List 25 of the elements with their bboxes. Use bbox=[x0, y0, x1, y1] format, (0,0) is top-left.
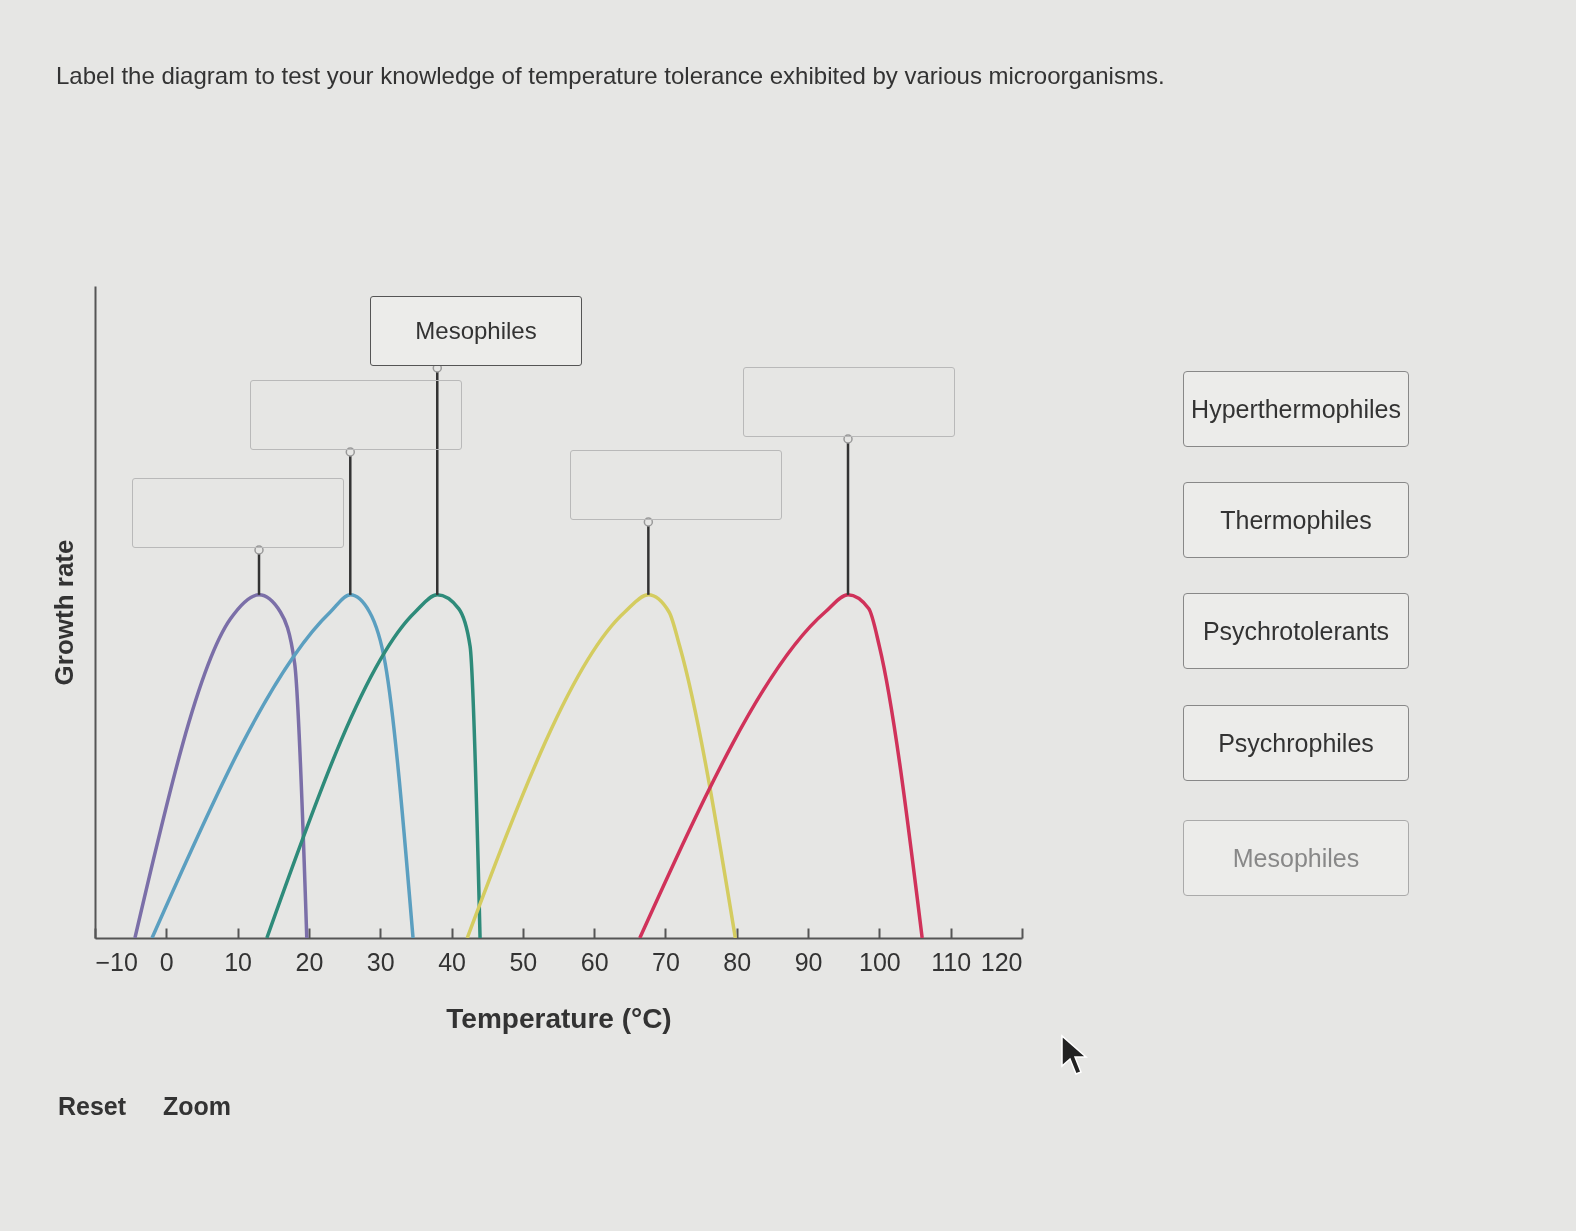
chart-title: Label the diagram to test your knowledge of temperature tolerance exhibited by various microorganisms. bbox=[56, 62, 1165, 90]
x-tick-label: 20 bbox=[295, 947, 324, 976]
x-tick-label: 60 bbox=[580, 947, 609, 976]
text: Psychrophiles bbox=[1183, 705, 1409, 781]
x-tick-label: 0 bbox=[159, 947, 174, 976]
label-box: Mesophiles bbox=[370, 296, 582, 366]
x-tick-label: 120 bbox=[980, 947, 1023, 976]
text: Mesophiles bbox=[1183, 820, 1409, 896]
x-tick-label: 50 bbox=[509, 947, 538, 976]
x-tick-label: 100 bbox=[859, 947, 901, 976]
x-tick-label: 90 bbox=[794, 947, 823, 976]
x-axis-title: Temperature (°C) bbox=[446, 1002, 672, 1034]
x-tick-label: 80 bbox=[723, 947, 752, 976]
text: Zoom bbox=[163, 1092, 232, 1121]
x-tick-label: 40 bbox=[438, 947, 466, 976]
y-axis-title: Growth rate bbox=[48, 539, 79, 686]
x-tick-label: 10 bbox=[224, 947, 253, 976]
text: Reset bbox=[58, 1092, 127, 1121]
text: Hyperthermophiles bbox=[1183, 371, 1409, 447]
x-tick-label: 30 bbox=[366, 947, 395, 976]
x-tick-label: 110 bbox=[931, 947, 972, 976]
x-tick-label: −10 bbox=[95, 947, 138, 976]
text: Thermophiles bbox=[1183, 482, 1409, 558]
x-tick-label: 70 bbox=[652, 947, 680, 976]
text: Psychrotolerants bbox=[1183, 593, 1409, 669]
